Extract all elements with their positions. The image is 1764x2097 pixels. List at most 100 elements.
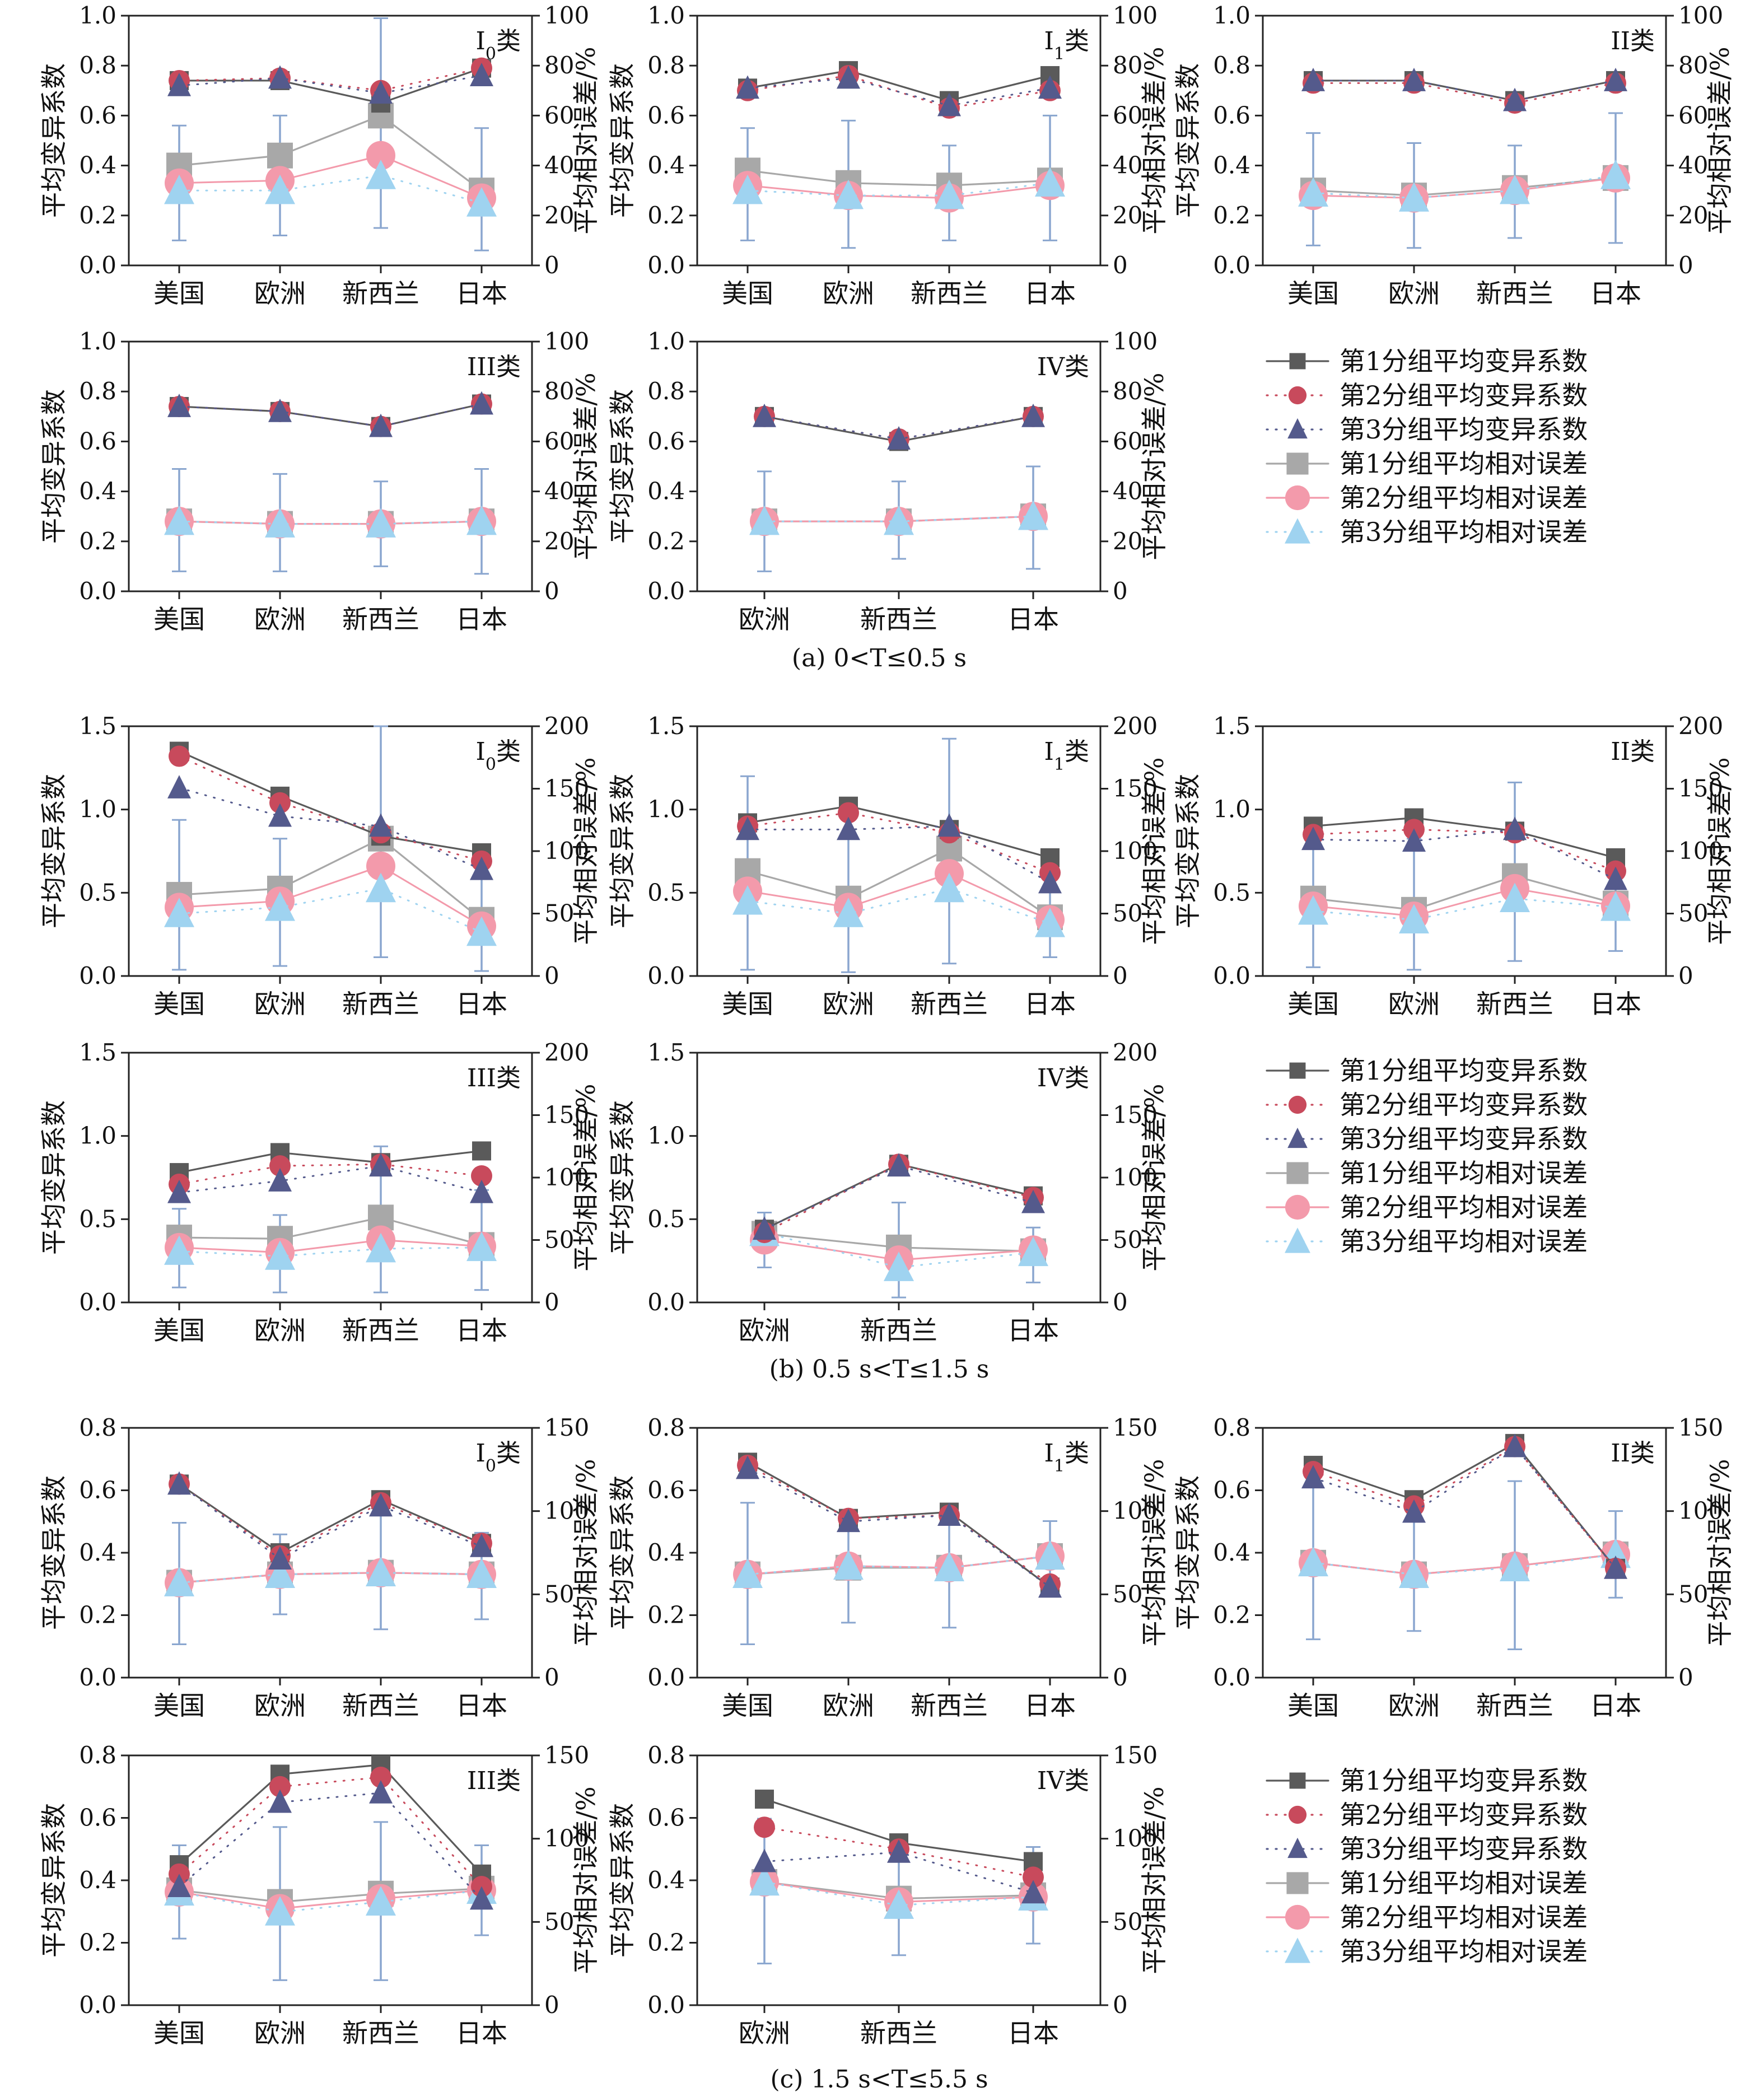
series-line-cv3 xyxy=(763,1165,1034,1230)
y2-tick-label: 150 xyxy=(1678,1414,1723,1441)
y-tick-label: 0.0 xyxy=(79,1664,116,1691)
panel-title: III类 xyxy=(467,353,521,381)
y-tick-label: 1.0 xyxy=(79,796,116,823)
x-tick-label: 日本 xyxy=(456,278,507,309)
point-cv3 xyxy=(736,75,759,99)
y2-tick-label: 50 xyxy=(1113,1908,1142,1935)
y2-tick-label: 200 xyxy=(544,1039,589,1066)
x-tick-label: 美国 xyxy=(153,278,205,309)
point-re3 xyxy=(833,1550,864,1580)
point-re3 xyxy=(265,1240,295,1270)
x-tick-label: 美国 xyxy=(153,989,205,1019)
y2-tick-label: 100 xyxy=(1678,837,1723,865)
point-cv3 xyxy=(1402,828,1426,852)
panel-title: I1类 xyxy=(1044,1439,1089,1476)
y-tick-label: 0.8 xyxy=(79,377,116,405)
y-axis-label: 平均变异系数 xyxy=(39,389,69,544)
series-line-cv1 xyxy=(178,750,483,854)
y-tick-label: 0.0 xyxy=(1213,1664,1250,1691)
x-tick-label: 新西兰 xyxy=(860,1315,937,1346)
point-cv3 xyxy=(887,426,911,450)
y-tick-label: 1.5 xyxy=(79,1039,116,1066)
point-cv3 xyxy=(1038,870,1062,894)
y-tick-label: 0.2 xyxy=(1213,202,1250,229)
point-cv3 xyxy=(1604,1555,1627,1579)
y-axis-label: 平均变异系数 xyxy=(39,1475,69,1630)
x-tick-label: 日本 xyxy=(1024,989,1076,1019)
x-tick-label: 新西兰 xyxy=(860,2018,937,2048)
x-tick-label: 日本 xyxy=(1007,1315,1059,1346)
x-tick-label: 新西兰 xyxy=(342,989,419,1019)
y2-axis-label: 平均相对误差/% xyxy=(1139,1083,1169,1271)
y-tick-label: 0.2 xyxy=(1213,1601,1250,1629)
point-cv3 xyxy=(167,1471,191,1495)
point-cv3 xyxy=(268,1546,292,1570)
series-line-re3 xyxy=(178,1246,483,1257)
y2-tick-label: 0 xyxy=(1678,962,1693,989)
y2-tick-label: 0 xyxy=(1113,251,1128,279)
y2-tick-label: 0 xyxy=(1113,1991,1128,2019)
x-tick-label: 美国 xyxy=(153,1315,205,1346)
chart-panel: 0.0 0.2 0.4 0.6 0.8 1.0 0 20 40 60 80 100 美国 欧洲 新西兰 日本 平… xyxy=(607,2,1169,309)
point-cv3 xyxy=(470,856,493,880)
x-tick-label: 日本 xyxy=(456,1690,507,1721)
point-cv3 xyxy=(268,398,292,422)
y-tick-label: 0.2 xyxy=(79,1601,116,1629)
y-axis-label: 平均变异系数 xyxy=(607,1803,637,1958)
caption-a: (a) 0<T≤0.5 s xyxy=(792,644,967,672)
x-tick-label: 新西兰 xyxy=(342,2018,419,2048)
y-tick-label: 0.0 xyxy=(79,251,116,279)
y-tick-label: 0.8 xyxy=(79,52,116,79)
series-line-cv2 xyxy=(1312,1445,1617,1570)
legend-item-label: 第2分组平均相对误差 xyxy=(1340,1192,1588,1222)
y2-tick-label: 60 xyxy=(1678,101,1708,129)
y2-tick-label: 0 xyxy=(1113,962,1128,989)
y2-tick-label: 40 xyxy=(544,478,574,505)
x-tick-label: 新西兰 xyxy=(342,1690,419,1721)
point-re3 xyxy=(1035,908,1065,937)
point-re3 xyxy=(1399,904,1429,933)
y2-tick-label: 100 xyxy=(1113,837,1158,865)
panel-title: I0类 xyxy=(476,27,521,64)
chart-panel: 0.0 0.2 0.4 0.6 0.8 1.0 0 20 40 60 80 100 欧洲 新西兰 日本 平均变… xyxy=(607,328,1169,634)
x-tick-label: 新西兰 xyxy=(1476,989,1553,1019)
legend-marker xyxy=(1286,1162,1309,1184)
y2-tick-label: 0 xyxy=(1678,1664,1693,1691)
panel-title: II类 xyxy=(1611,1439,1655,1468)
point-cv3 xyxy=(837,65,860,89)
legend-marker xyxy=(1288,386,1307,405)
point-cv3 xyxy=(1301,1465,1325,1489)
series-line-cv3 xyxy=(746,77,1051,107)
y2-tick-label: 80 xyxy=(1113,52,1142,79)
y2-tick-label: 150 xyxy=(1678,775,1723,802)
y-tick-label: 1.5 xyxy=(647,1039,685,1066)
point-re3 xyxy=(265,1558,295,1588)
point-cv2 xyxy=(269,1155,291,1177)
y-axis-label: 平均变异系数 xyxy=(1173,63,1203,218)
legend-item-label: 第2分组平均相对误差 xyxy=(1340,483,1588,513)
series-line-re3 xyxy=(1312,898,1617,921)
y2-tick-label: 20 xyxy=(1678,202,1708,229)
series-line-cv3 xyxy=(178,1792,483,1900)
series-line-re1 xyxy=(178,1888,483,1903)
point-cv3 xyxy=(167,394,191,417)
point-re3 xyxy=(366,160,396,189)
y2-tick-label: 80 xyxy=(1113,377,1142,405)
point-re3 xyxy=(934,1552,964,1582)
series-line-re2 xyxy=(178,155,483,199)
y-axis-label: 平均变异系数 xyxy=(607,1100,637,1255)
legend-marker xyxy=(1287,1837,1308,1858)
point-cv3 xyxy=(470,1179,493,1203)
y2-axis-label: 平均相对误差/% xyxy=(1139,1459,1169,1646)
x-tick-label: 日本 xyxy=(1024,278,1076,309)
y2-axis-label: 平均相对误差/% xyxy=(571,372,601,560)
y2-tick-label: 100 xyxy=(1113,328,1158,355)
legend-item-label: 第1分组平均相对误差 xyxy=(1340,1868,1588,1898)
legend-item-label: 第3分组平均变异系数 xyxy=(1340,414,1588,445)
series-line-cv1 xyxy=(178,67,483,104)
y-tick-label: 1.0 xyxy=(647,796,685,823)
plot-frame xyxy=(1262,725,1667,977)
legend: 第1分组平均变异系数第2分组平均变异系数第3分组平均变异系数第1分组平均相对误差… xyxy=(1266,1766,1588,1967)
point-re3 xyxy=(1600,160,1631,189)
y-tick-label: 0.8 xyxy=(647,52,685,79)
